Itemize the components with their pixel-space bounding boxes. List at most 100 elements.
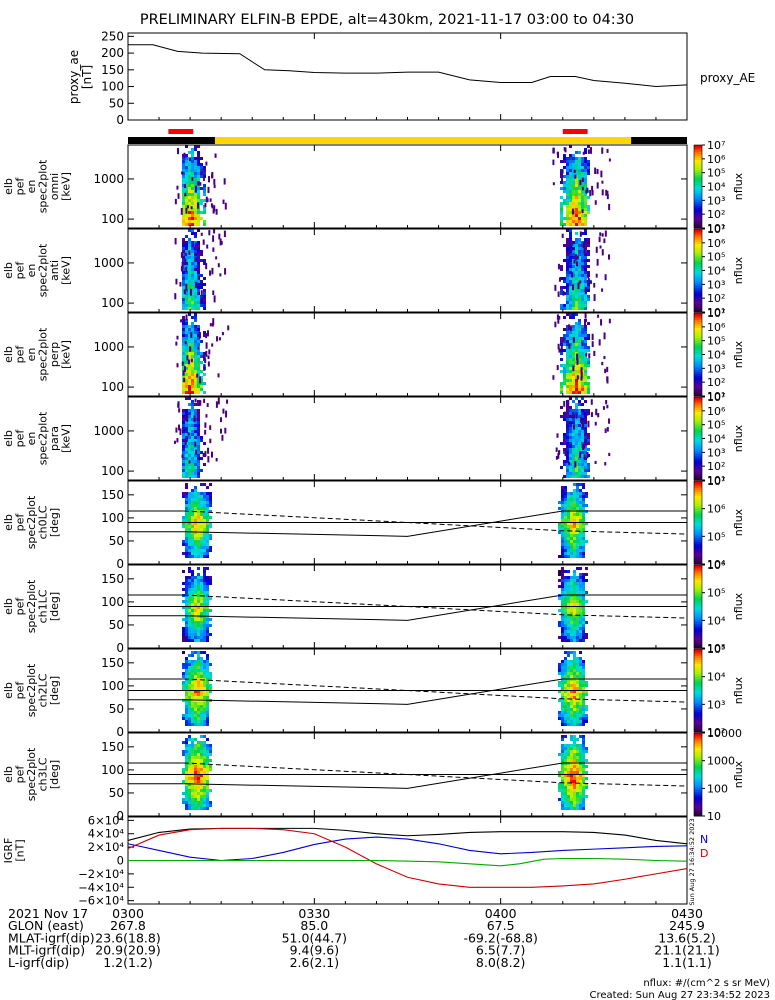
ch2LC-pixel [206, 708, 209, 711]
ch0LC-pixel [206, 495, 209, 498]
para-pixel [191, 442, 194, 445]
anti-noise [595, 273, 598, 278]
ch0LC-pixel [561, 519, 564, 522]
ch3LC-colorbar-cell [694, 737, 702, 740]
ch1LC-colorbar-cell [694, 629, 702, 632]
ch1LC-pixel [200, 576, 203, 579]
ch0LC-pixel [585, 510, 588, 513]
ch0LC-pixel [561, 543, 564, 546]
ch2LC-pixel [585, 693, 588, 696]
ch1LC-pixel [573, 612, 576, 615]
ch0LC-pixel [564, 531, 567, 534]
anti-pixel [584, 295, 587, 298]
ch2LC-pixel [191, 708, 194, 711]
anti-colorbar-cell [694, 235, 702, 238]
ch1LC-pixel [188, 609, 191, 612]
para-noise [557, 450, 560, 455]
anti-pixel [191, 268, 194, 271]
ch3LC-pixel [582, 750, 585, 753]
ch2LC-pixel [197, 651, 200, 654]
para-pixel [566, 418, 569, 421]
anti-colorbar-cell [694, 276, 702, 280]
ch1LC-pixel [573, 627, 576, 630]
ch2LC-pixel [582, 723, 585, 726]
ch2LC-pixel [564, 666, 567, 669]
para-pixel [578, 409, 581, 412]
para-pixel [578, 412, 581, 415]
omni-pixel [581, 169, 584, 172]
ch3LC-pixel [200, 774, 203, 777]
ch0LC-colorbar-cell [694, 503, 702, 507]
anti-pixel [197, 274, 200, 277]
omni-noise [222, 199, 225, 204]
anti-pixel [575, 286, 578, 289]
para-noise [209, 438, 212, 444]
anti-pixel [578, 247, 581, 250]
para-noise [186, 415, 189, 422]
anti-pixel [188, 244, 191, 247]
omni-pixel [182, 184, 185, 187]
ch2LC-pixel [582, 720, 585, 723]
ch2LC-pixel [188, 723, 191, 726]
para-noise [575, 413, 578, 419]
anti-noise [180, 266, 183, 272]
perp-pixel [185, 319, 188, 322]
ch1LC-colorbar-cell [694, 585, 702, 589]
para-pixel [188, 442, 191, 445]
perp-noise [568, 324, 571, 331]
anti-pixel [182, 256, 185, 259]
ch3LC-pixel [570, 765, 573, 768]
anti-pixel [584, 265, 587, 268]
ch3LC-pixel [197, 807, 200, 810]
ch2LC-pixel [194, 711, 197, 714]
ch3LC-colorbar-cell [694, 733, 702, 736]
ch3LC-pixel [570, 774, 573, 777]
omni-pixel [200, 169, 203, 172]
ch3LC-pixel [185, 747, 188, 750]
para-pixel [185, 457, 188, 460]
ch0LC-pixel [564, 510, 567, 513]
perp-noise [584, 313, 587, 319]
para-pixel [191, 433, 194, 436]
ch1LC-pixel [582, 633, 585, 636]
ch3LC-pixel [582, 777, 585, 780]
anti-pixel [185, 265, 188, 268]
ch3LC-pixel [582, 807, 585, 810]
omni-noise [581, 209, 584, 214]
anti-noise [607, 254, 610, 260]
anti-pixel [572, 277, 575, 280]
omni-pixel [581, 172, 584, 175]
para-noise [184, 438, 187, 446]
ch2LC-pixel [206, 654, 209, 657]
xaxis-row-value: 6.5(7.7) [476, 943, 526, 958]
perp-noise [189, 347, 192, 352]
ch3LC-pixel [203, 771, 206, 774]
perp-noise [207, 355, 210, 360]
anti-pixel [194, 250, 197, 253]
omni-pixel [185, 196, 188, 199]
ch1LC-pixel [188, 636, 191, 639]
para-ylabel: pef [14, 429, 27, 448]
anti-noise [589, 280, 592, 284]
ch0LC-ylabel: elb [2, 514, 15, 531]
ch3LC-blc [183, 762, 687, 789]
omni-pixel [197, 190, 200, 193]
perp-pixel [566, 391, 569, 394]
ch3LC-pixel [188, 753, 191, 756]
ch2LC-pixel [561, 714, 564, 717]
ch0LC-pixel [182, 522, 185, 525]
ch2LC-pixel [197, 687, 200, 690]
ch0LC-pixel [579, 555, 582, 558]
perp-pixel [581, 337, 584, 340]
anti-colorbar-label: nflux [732, 256, 745, 284]
ch1LC-pixel [570, 627, 573, 630]
ch0LC-pixel [206, 486, 209, 489]
para-colorbar-cell [694, 455, 702, 458]
ch2LC-pixel [564, 678, 567, 681]
ch0LC-pixel [576, 486, 579, 489]
para-pixel [569, 424, 572, 427]
omni-pixel [572, 178, 575, 181]
anti-pixel [188, 289, 191, 292]
para-noise [585, 440, 588, 446]
para-pixel [191, 430, 194, 433]
